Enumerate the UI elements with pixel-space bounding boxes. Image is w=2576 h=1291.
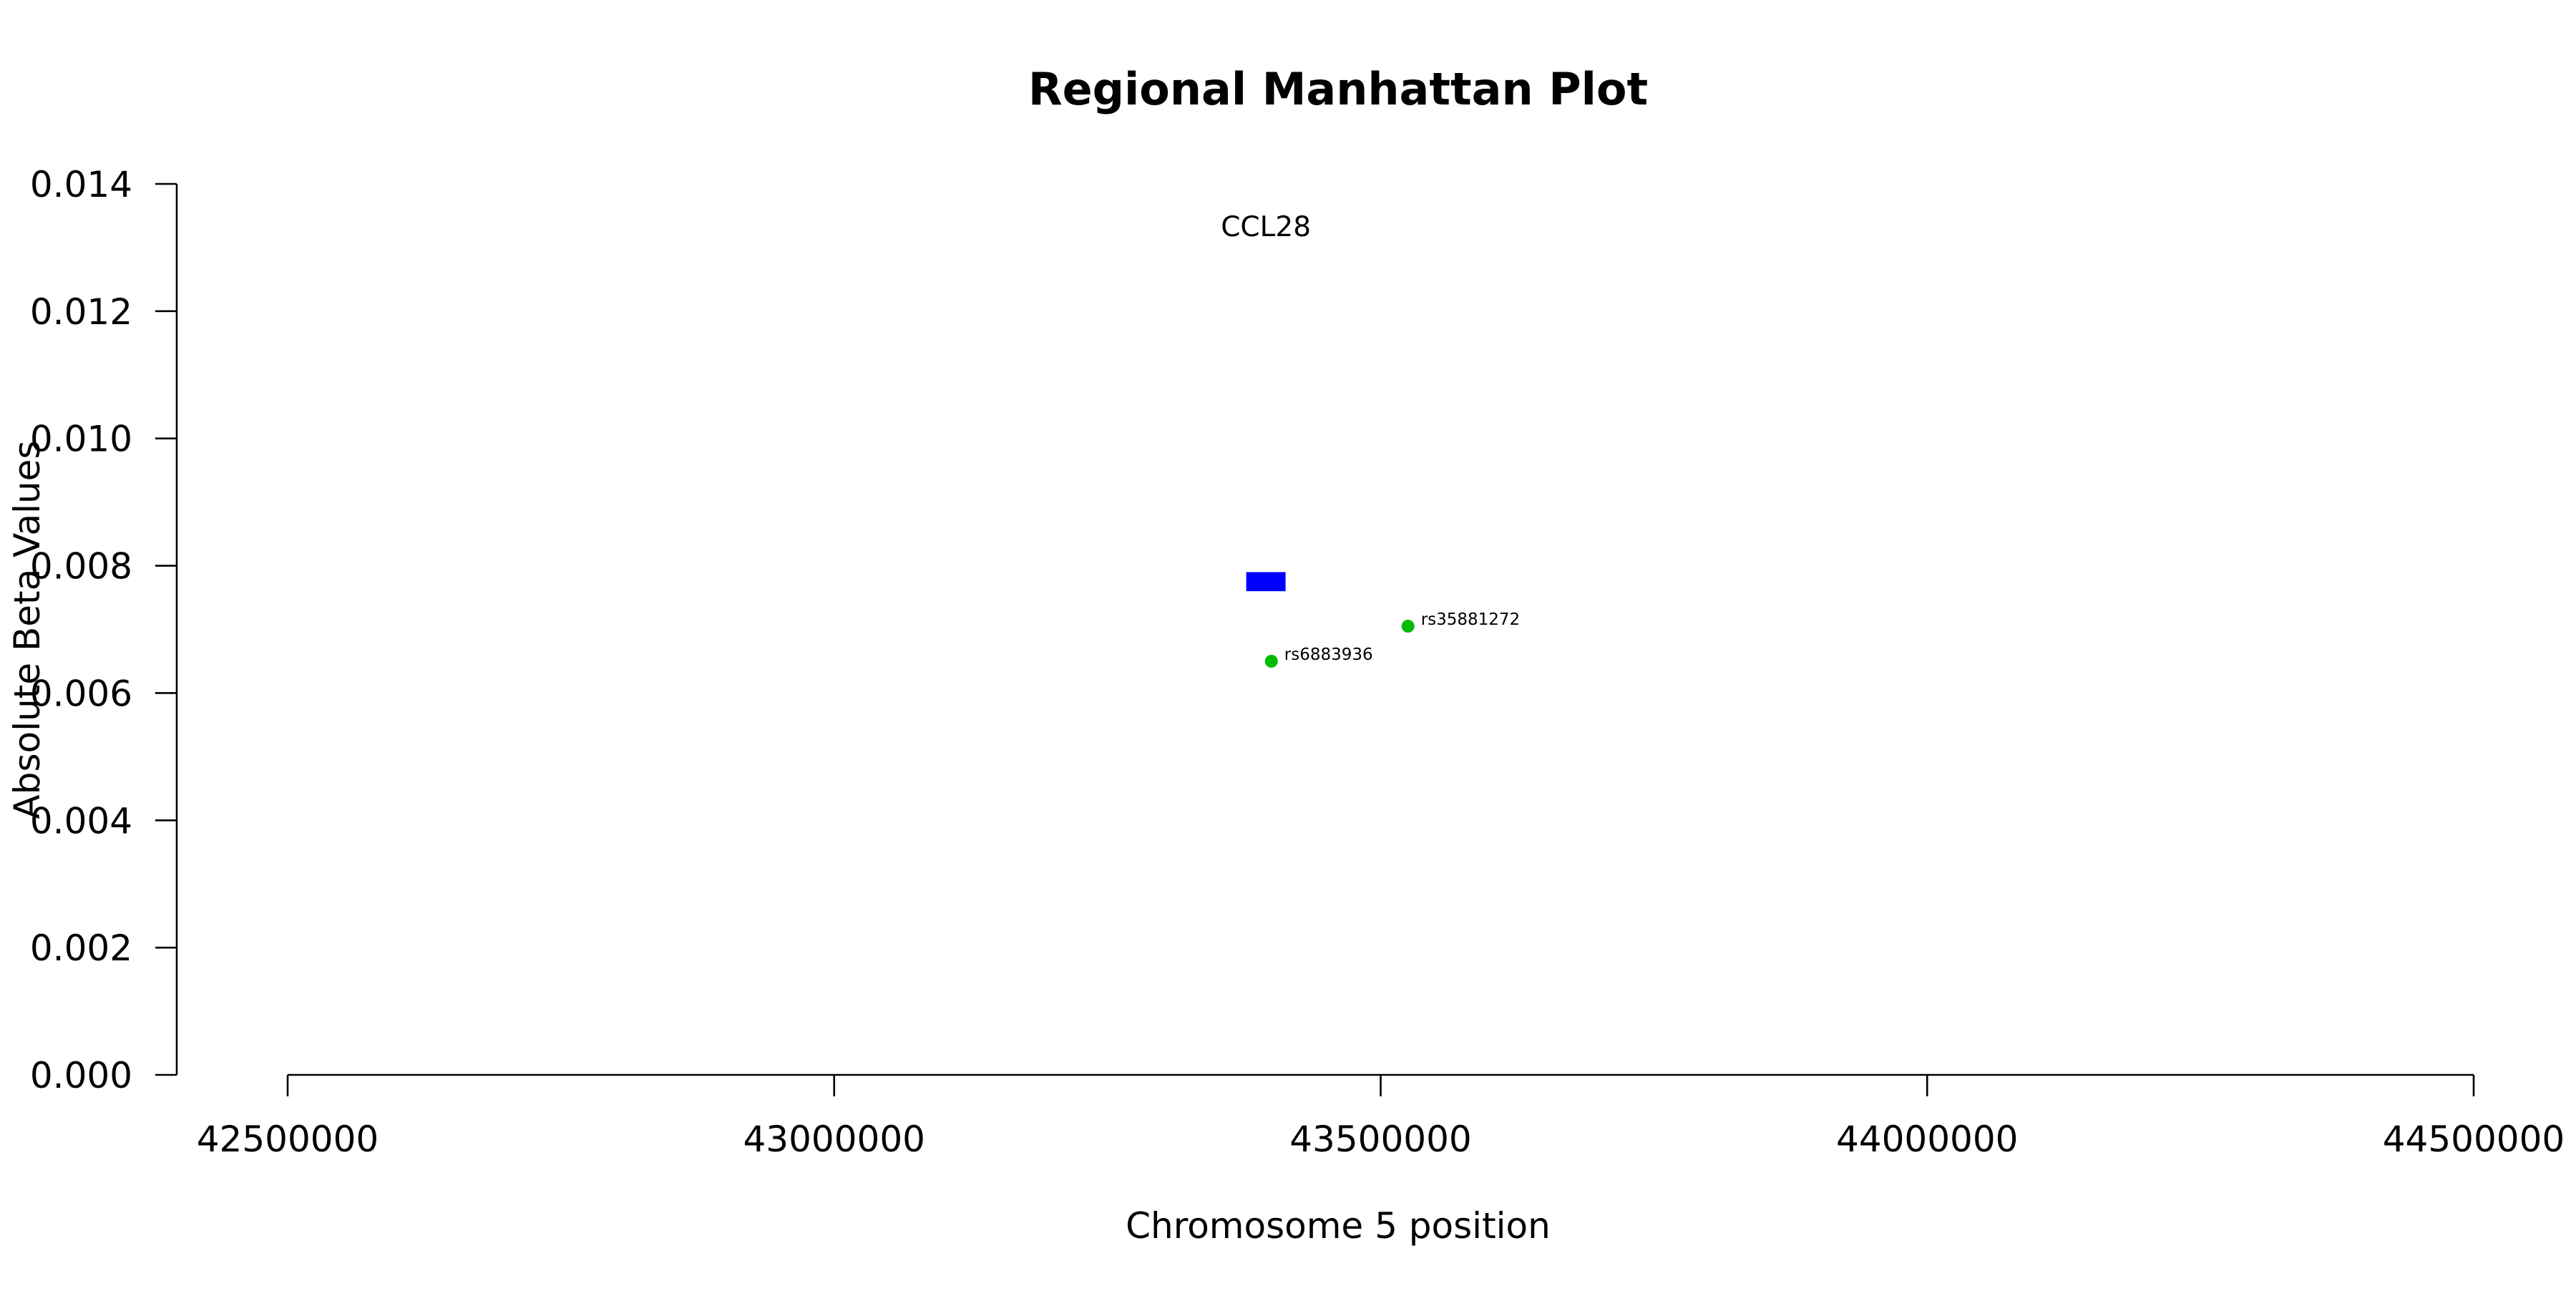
chart-title: Regional Manhattan Plot xyxy=(1028,63,1648,115)
x-tick-label: 42500000 xyxy=(197,1119,379,1160)
x-tick-label: 44500000 xyxy=(2383,1119,2565,1160)
data-points: rs6883936 rs35881272 xyxy=(1264,610,1521,668)
y-axis-ticks: 0.000 0.002 0.004 0.006 0.008 0.010 0.012 0.014 xyxy=(30,164,177,1096)
y-tick-label: 0.004 xyxy=(30,800,132,842)
y-axis-label: Absolute Beta Values xyxy=(6,441,48,819)
y-tick-label: 0.002 xyxy=(30,927,132,969)
gene-track: CCL28 xyxy=(1221,211,1311,592)
y-tick-label: 0.010 xyxy=(30,419,132,460)
y-tick-label: 0.012 xyxy=(30,291,132,333)
snp-label: rs35881272 xyxy=(1421,610,1521,629)
snp-point xyxy=(1401,620,1415,633)
y-tick-label: 0.000 xyxy=(30,1055,132,1096)
gene-bar xyxy=(1246,572,1286,592)
x-axis-label: Chromosome 5 position xyxy=(1126,1205,1551,1247)
y-tick-label: 0.008 xyxy=(30,546,132,588)
snp-label: rs6883936 xyxy=(1284,646,1373,664)
x-tick-label: 43000000 xyxy=(743,1119,926,1160)
gene-label: CCL28 xyxy=(1221,211,1311,243)
y-tick-label: 0.006 xyxy=(30,673,132,714)
x-tick-label: 43500000 xyxy=(1289,1119,1472,1160)
x-axis-ticks: 42500000 43000000 43500000 44000000 44500000 xyxy=(197,1075,2565,1160)
y-tick-label: 0.014 xyxy=(30,164,132,205)
snp-point xyxy=(1264,654,1278,668)
x-tick-label: 44000000 xyxy=(1836,1119,2019,1160)
